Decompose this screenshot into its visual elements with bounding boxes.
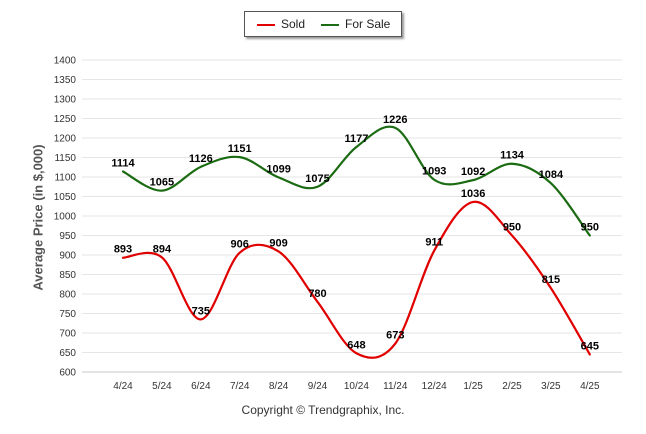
data-label-for-sale: 1093 xyxy=(422,166,446,178)
data-label-for-sale: 1099 xyxy=(266,163,290,175)
x-tick-label: 1/25 xyxy=(463,381,483,392)
data-label-sold: 894 xyxy=(153,243,172,255)
y-tick-label: 1050 xyxy=(54,192,77,203)
y-tick-label: 1000 xyxy=(54,212,77,223)
data-label-for-sale: 1134 xyxy=(500,150,525,162)
y-tick-label: 1100 xyxy=(54,173,76,184)
y-tick-label: 1250 xyxy=(54,114,77,125)
data-label-for-sale: 1177 xyxy=(344,133,368,145)
data-label-for-sale: 1075 xyxy=(305,173,329,185)
data-label-sold: 909 xyxy=(269,237,287,249)
y-tick-label: 1300 xyxy=(54,95,77,106)
grid-lines xyxy=(82,59,622,373)
y-tick-label: 1200 xyxy=(54,134,77,145)
legend-swatch-sold xyxy=(257,24,275,26)
data-label-sold: 1036 xyxy=(461,188,485,200)
x-tick-label: 9/24 xyxy=(308,381,328,392)
x-tick-label: 4/25 xyxy=(580,381,600,392)
y-tick-label: 650 xyxy=(59,348,76,359)
data-label-sold: 911 xyxy=(425,237,443,249)
data-label-sold: 645 xyxy=(581,340,599,352)
y-axis-title: Average Price (in $,000) xyxy=(30,144,46,291)
legend-label-for-sale: For Sale xyxy=(345,17,391,31)
x-tick-label: 6/24 xyxy=(191,381,211,392)
legend: Sold For Sale xyxy=(244,11,402,37)
x-tick-label: 8/24 xyxy=(269,381,289,392)
x-tick-label: 2/25 xyxy=(502,381,522,392)
data-label-for-sale: 1126 xyxy=(189,153,213,165)
x-axis-ticks: 4/24 5/24 6/24 7/24 8/24 9/24 10/24 11/24 12/24 1… xyxy=(113,381,600,392)
copyright-footer: Copyright © Trendgraphix, Inc. xyxy=(241,403,405,417)
data-label-for-sale: 1151 xyxy=(228,143,252,155)
data-label-for-sale: 1226 xyxy=(383,114,407,126)
x-tick-label: 10/24 xyxy=(344,381,369,392)
y-tick-label: 1150 xyxy=(54,153,76,164)
data-label-for-sale: 1092 xyxy=(461,166,485,178)
data-label-sold: 906 xyxy=(231,239,249,251)
series-line-sold xyxy=(121,200,591,359)
y-tick-label: 950 xyxy=(59,231,76,242)
data-label-for-sale: 950 xyxy=(581,222,599,234)
y-tick-label: 850 xyxy=(59,270,76,281)
y-tick-label: 800 xyxy=(59,290,76,301)
data-label-for-sale: 1114 xyxy=(111,158,135,170)
y-tick-label: 700 xyxy=(59,329,76,340)
x-tick-label: 11/24 xyxy=(383,381,408,392)
series-line-for-sale xyxy=(121,125,591,237)
x-tick-label: 4/24 xyxy=(113,381,133,392)
x-tick-label: 12/24 xyxy=(422,381,447,392)
y-tick-label: 600 xyxy=(59,368,76,379)
data-labels: 893 894 735 906 909 780 648 673 911 1036 950 815 645… xyxy=(111,114,599,353)
x-tick-label: 7/24 xyxy=(230,381,250,392)
legend-label-sold: Sold xyxy=(281,17,306,31)
series-lines xyxy=(121,125,591,359)
y-axis-ticks: 600 650 700 750 800 850 900 950 1000 1050 1100 1150… xyxy=(54,56,77,379)
x-tick-label: 3/25 xyxy=(541,381,561,392)
y-tick-label: 1350 xyxy=(54,75,77,86)
data-label-sold: 673 xyxy=(386,330,404,342)
data-label-sold: 648 xyxy=(347,339,365,351)
data-label-for-sale: 1084 xyxy=(539,169,564,181)
data-label-sold: 735 xyxy=(192,305,210,317)
data-label-sold: 950 xyxy=(503,222,521,234)
data-label-sold: 815 xyxy=(542,274,560,286)
y-tick-label: 900 xyxy=(59,251,76,262)
legend-swatch-for-sale xyxy=(321,24,339,26)
x-tick-label: 5/24 xyxy=(152,381,172,392)
data-label-for-sale: 1065 xyxy=(150,177,174,189)
data-label-sold: 780 xyxy=(308,288,326,300)
data-label-sold: 893 xyxy=(114,244,132,256)
y-tick-label: 1400 xyxy=(54,56,77,67)
y-tick-label: 750 xyxy=(59,309,76,320)
